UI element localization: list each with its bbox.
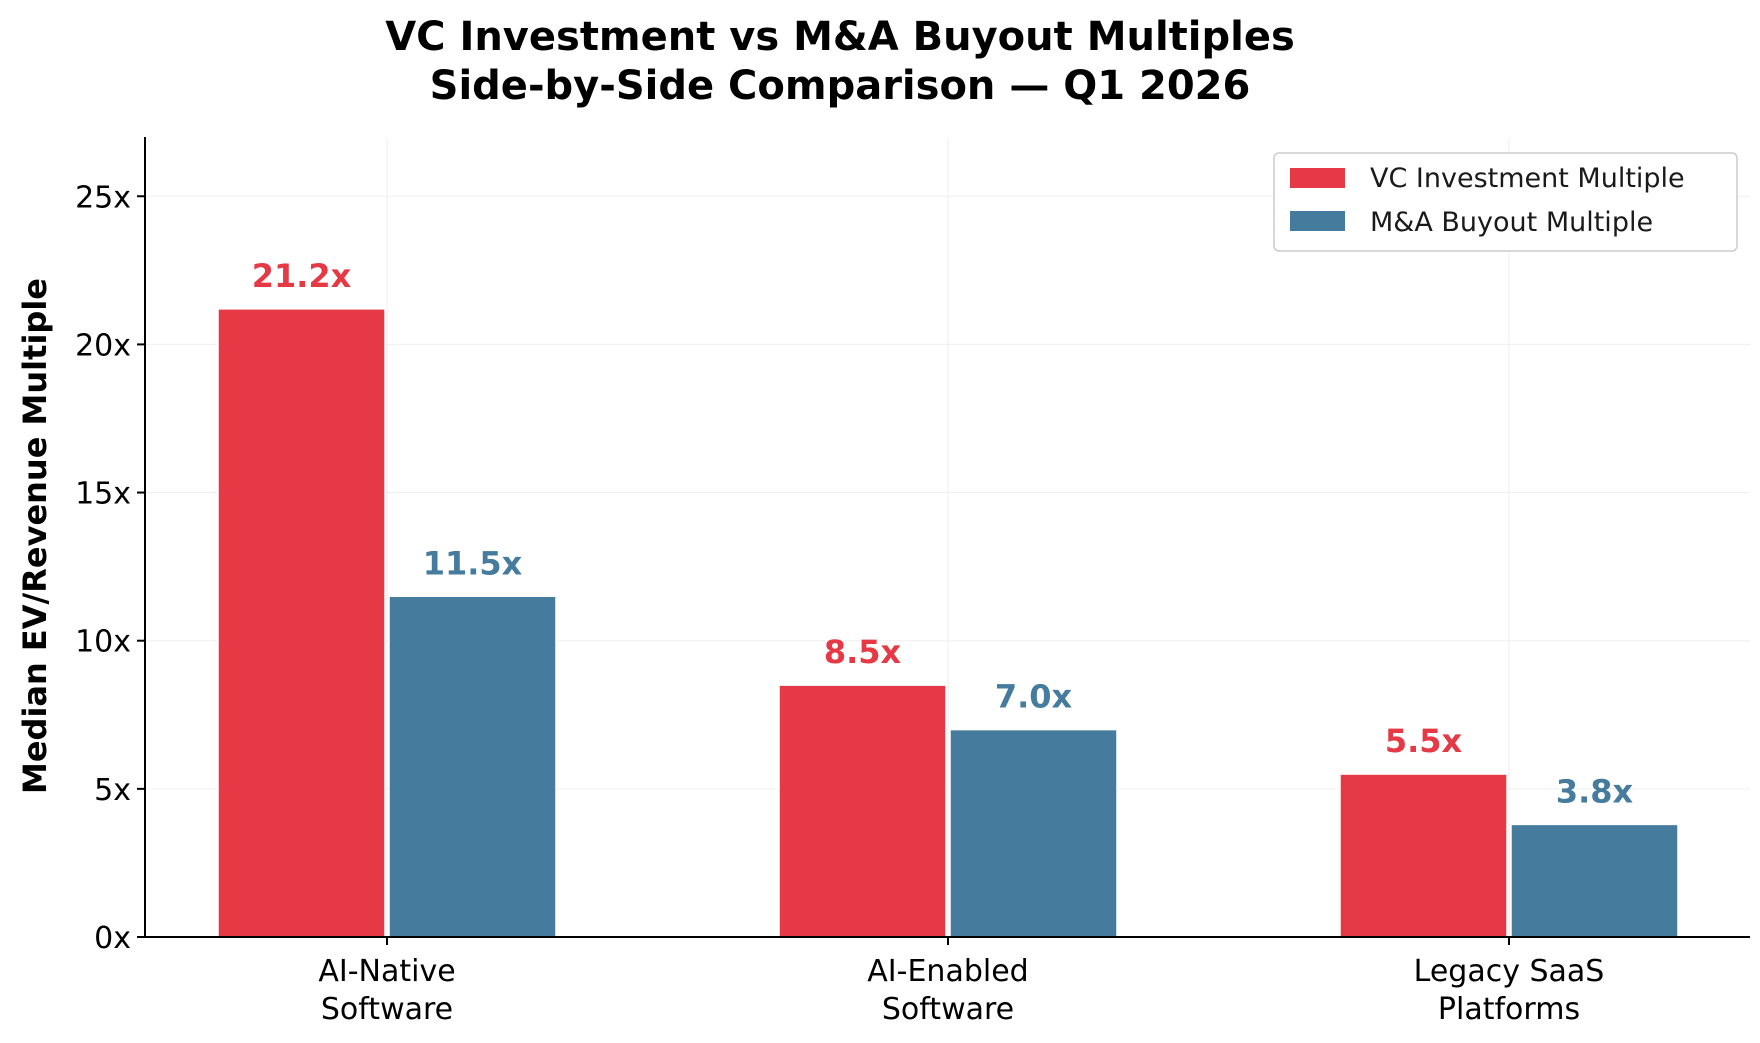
data-label-ma: 11.5x	[423, 544, 523, 582]
legend-swatch-ma	[1290, 211, 1345, 231]
y-tick-label: 10x	[75, 625, 131, 660]
x-tick-label-line: Software	[321, 992, 453, 1027]
bar-vc	[1339, 773, 1508, 938]
y-tick-label: 15x	[75, 477, 131, 512]
x-tick-label: AI-Native Software	[318, 954, 455, 1027]
data-label-ma: 3.8x	[1556, 772, 1634, 810]
y-tick-label: 20x	[75, 328, 131, 363]
label-layer: 21.2x 8.5x 5.5x 11.5x 7.0x 3.8x	[252, 257, 1634, 811]
y-tick-label: 5x	[94, 773, 131, 808]
x-tick-label: Legacy SaaS Platforms	[1414, 954, 1605, 1027]
data-label-vc: 5.5x	[1385, 722, 1463, 760]
x-tick-label-line: Software	[882, 992, 1014, 1027]
bar-vc	[778, 684, 947, 938]
y-tick-label: 25x	[75, 180, 131, 215]
data-label-ma: 7.0x	[995, 678, 1073, 716]
bar-ma	[949, 728, 1118, 938]
x-tick-label-line: Legacy SaaS	[1414, 954, 1605, 989]
bar-vc	[217, 308, 386, 938]
x-tick-label-line: AI-Enabled	[867, 954, 1028, 989]
legend: VC Investment Multiple M&A Buyout Multip…	[1273, 152, 1738, 252]
y-axis-label: Median EV/Revenue Multiple	[16, 278, 54, 794]
legend-label-vc: VC Investment Multiple	[1370, 163, 1685, 194]
bar-ma	[1510, 823, 1679, 938]
legend-frame	[1273, 152, 1738, 252]
bar-layer	[217, 308, 1679, 938]
x-tick-label-line: Platforms	[1438, 992, 1580, 1027]
data-label-vc: 21.2x	[252, 257, 352, 295]
x-tick-label: AI-Enabled Software	[867, 954, 1028, 1027]
chart-title: VC Investment vs M&A Buyout Multiples	[385, 14, 1295, 60]
x-tick-label-line: AI-Native	[318, 954, 455, 989]
bar-ma	[388, 595, 557, 938]
data-label-vc: 8.5x	[824, 633, 902, 671]
chart-subtitle: Side-by-Side Comparison — Q1 2026	[430, 63, 1251, 109]
legend-swatch-vc	[1290, 168, 1345, 188]
legend-label-ma: M&A Buyout Multiple	[1370, 207, 1653, 238]
y-tick-label: 0x	[94, 921, 131, 956]
